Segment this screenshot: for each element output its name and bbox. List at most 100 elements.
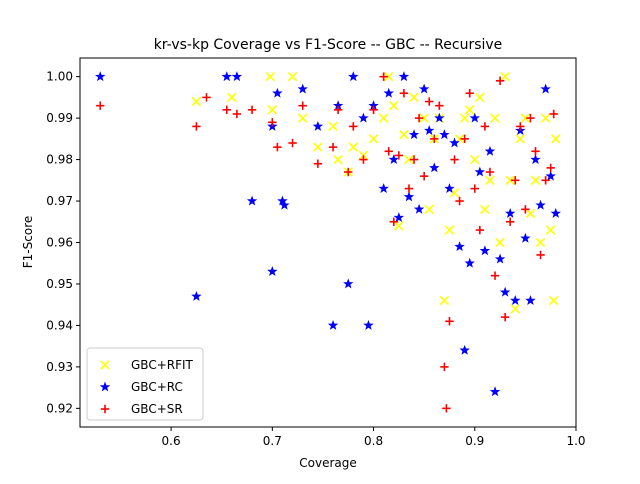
data-point xyxy=(383,71,394,82)
data-point xyxy=(540,83,551,94)
data-point xyxy=(479,245,491,256)
data-point xyxy=(439,129,450,140)
data-point xyxy=(327,319,339,330)
legend-box xyxy=(86,347,204,421)
data-point xyxy=(409,155,419,164)
data-point xyxy=(394,221,404,231)
legend-marker xyxy=(100,360,110,370)
data-point xyxy=(515,134,526,144)
series-gbc-rfit xyxy=(191,71,561,314)
data-point xyxy=(464,105,475,115)
data-point xyxy=(404,154,414,165)
data-point xyxy=(449,137,460,148)
x-axis-label: Coverage xyxy=(299,456,357,470)
data-point xyxy=(419,171,429,181)
data-point xyxy=(429,162,440,173)
data-point xyxy=(424,125,435,135)
data-point xyxy=(297,113,308,123)
data-point xyxy=(363,319,374,330)
data-point xyxy=(95,71,106,82)
data-point xyxy=(328,121,338,132)
data-point xyxy=(273,142,282,152)
x-tick-label: 0.7 xyxy=(263,434,282,448)
data-point xyxy=(348,142,359,152)
data-point xyxy=(511,176,520,185)
data-point xyxy=(526,113,535,123)
data-point xyxy=(394,151,404,160)
data-point xyxy=(424,204,434,215)
y-axis-ticks: 0.92 0.93 0.94 0.95 0.96 0.97 0.98 0.99 1.00 xyxy=(46,70,80,415)
data-point xyxy=(490,271,500,280)
data-point xyxy=(378,183,389,194)
legend-label: GBC+SR xyxy=(131,402,183,416)
data-point xyxy=(287,71,298,82)
data-point xyxy=(389,100,399,111)
data-marks xyxy=(95,71,561,413)
data-point xyxy=(548,295,559,306)
data-point xyxy=(439,295,450,306)
data-point xyxy=(530,175,541,186)
data-point xyxy=(191,96,202,107)
data-point xyxy=(535,199,546,210)
data-point xyxy=(313,159,323,168)
data-point xyxy=(459,113,470,123)
legend-marker xyxy=(100,404,110,414)
data-point xyxy=(464,257,475,268)
y-tick-label: 0.94 xyxy=(46,318,73,332)
data-point xyxy=(545,170,556,181)
data-point xyxy=(202,93,211,102)
data-point xyxy=(267,266,278,276)
data-point xyxy=(490,113,500,123)
data-point xyxy=(494,253,506,264)
data-point xyxy=(444,225,455,235)
data-point xyxy=(191,290,202,301)
data-point xyxy=(333,105,343,115)
data-point xyxy=(545,225,556,235)
data-point xyxy=(550,134,561,144)
data-point xyxy=(495,76,505,86)
data-point xyxy=(474,166,486,177)
data-point xyxy=(525,295,536,305)
data-point xyxy=(313,142,323,152)
data-point xyxy=(485,167,495,177)
data-point xyxy=(298,101,307,110)
data-point xyxy=(418,83,430,94)
legend-label: GBC+RC xyxy=(131,380,183,394)
x-axis-ticks: 0.6 0.7 0.8 0.9 1.0 xyxy=(162,427,586,448)
data-point xyxy=(459,344,470,355)
data-point xyxy=(460,134,469,144)
x-tick-label: 1.0 xyxy=(566,434,585,448)
y-tick-label: 0.93 xyxy=(46,360,73,374)
data-point xyxy=(520,113,531,123)
data-point xyxy=(475,225,485,235)
data-point xyxy=(475,92,485,103)
data-point xyxy=(510,304,521,314)
data-point xyxy=(368,134,379,144)
data-point xyxy=(192,122,201,131)
data-point xyxy=(408,129,420,140)
data-point xyxy=(419,113,429,123)
data-point xyxy=(414,113,424,123)
data-point xyxy=(344,167,353,177)
data-point xyxy=(349,122,358,131)
series-gbc-rc xyxy=(95,71,561,397)
data-point xyxy=(510,295,521,305)
data-point xyxy=(384,147,393,156)
series-gbc-sr xyxy=(96,72,558,413)
data-point xyxy=(480,122,490,131)
data-point xyxy=(409,92,419,103)
data-point xyxy=(379,72,388,81)
data-point xyxy=(221,71,232,82)
y-tick-label: 0.92 xyxy=(46,401,73,415)
y-tick-label: 1.00 xyxy=(46,70,73,84)
data-point xyxy=(404,184,414,193)
data-point xyxy=(500,71,510,82)
data-point xyxy=(550,208,561,218)
data-point xyxy=(525,208,536,219)
data-point xyxy=(435,101,444,110)
data-point xyxy=(328,142,338,152)
data-point xyxy=(450,155,459,164)
data-point xyxy=(231,71,243,82)
data-point xyxy=(521,205,530,214)
